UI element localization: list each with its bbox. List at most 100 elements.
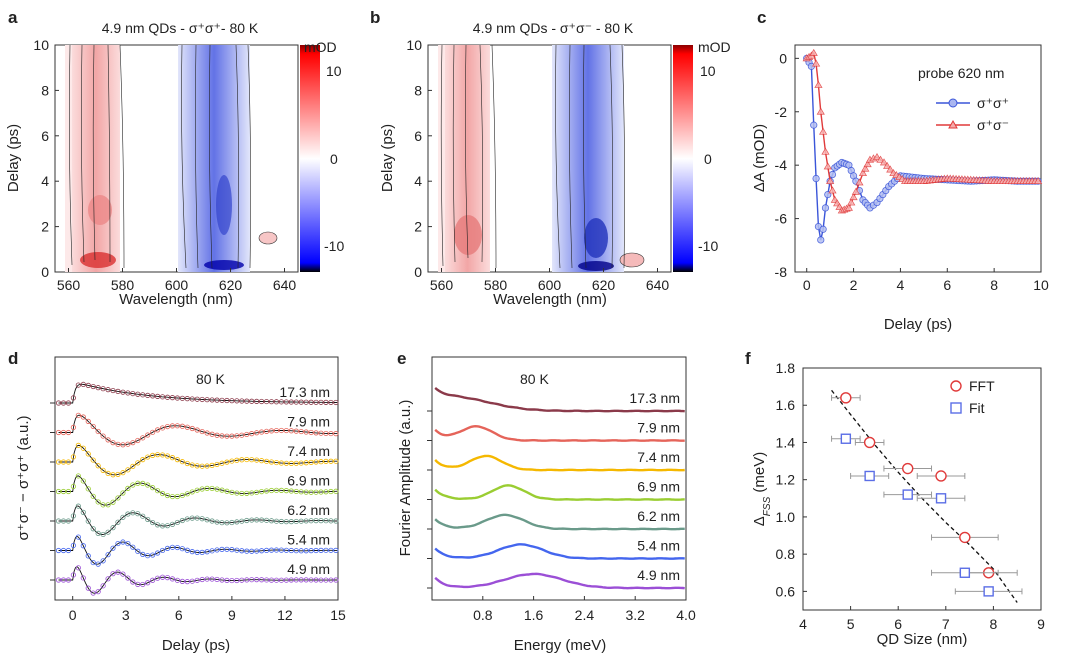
data-point: [120, 514, 126, 520]
data-point: [135, 581, 141, 587]
data-point: [85, 451, 91, 457]
data-point: [95, 589, 101, 595]
data-point: [174, 395, 180, 401]
data-point: [184, 579, 190, 585]
data-point: [293, 577, 299, 583]
x-tick-label: 12: [277, 607, 293, 623]
data-point: [60, 577, 67, 583]
data-point: [268, 428, 275, 434]
data-point: [935, 470, 947, 482]
data-point: [209, 518, 215, 524]
data-point: [283, 427, 289, 434]
data-point: [239, 548, 245, 554]
data-point: [318, 489, 324, 495]
data-point: [184, 460, 190, 467]
data-point: [154, 427, 161, 433]
data-point: [876, 155, 885, 163]
data-point: [258, 577, 265, 583]
data-point: [268, 487, 275, 494]
data-point: [100, 583, 106, 589]
data-point: [902, 462, 914, 475]
panel-c-ylabel: ΔA (mOD): [751, 124, 768, 192]
data-point: [189, 396, 195, 402]
data-point: [105, 576, 111, 582]
data-point: [983, 586, 994, 597]
data-point: [65, 577, 72, 583]
data-point: [323, 489, 329, 495]
colorbar-a-tick: 10: [326, 63, 342, 79]
data-point: [214, 461, 220, 468]
data-point: [234, 490, 240, 496]
data-point: [164, 394, 171, 400]
data-point: [249, 490, 255, 496]
data-point: [283, 547, 289, 553]
data-point: [308, 459, 314, 465]
data-point: [80, 543, 86, 549]
data-point: [65, 459, 72, 465]
data-point: [239, 398, 245, 404]
data-point: [100, 531, 106, 538]
data-point: [115, 519, 121, 525]
panel-f-xlabel: QD Size (nm): [877, 631, 968, 648]
x-tick-label: 4: [897, 277, 905, 293]
data-point: [823, 162, 832, 170]
x-tick-label: 560: [430, 277, 454, 293]
data-point: [219, 397, 225, 403]
data-point: [293, 488, 299, 495]
data-point: [154, 488, 161, 494]
y-tick-label: 4: [414, 173, 422, 189]
data-point: [209, 397, 215, 403]
x-tick-label: 3.2: [625, 607, 645, 623]
data-point: [95, 561, 101, 567]
x-tick-label: 9: [228, 607, 236, 623]
data-point: [65, 518, 72, 524]
trace-label: 4.9 nm: [637, 567, 680, 583]
data-point: [169, 395, 176, 401]
data-point: [308, 548, 314, 554]
data-point: [140, 435, 146, 441]
data-point: [204, 430, 210, 436]
data-point: [219, 487, 225, 493]
data-point: [95, 530, 101, 536]
panel-f-ylabel: ΔFSS (meV): [751, 452, 773, 526]
spectrum-line: [434, 386, 685, 413]
data-point: [308, 429, 314, 436]
trace-label: 5.4 nm: [287, 532, 330, 548]
data-point: [159, 425, 166, 431]
data-point: [268, 399, 275, 405]
x-tick-label: 1.6: [524, 607, 544, 623]
colorbar-a-unit: mOD: [304, 39, 337, 55]
data-point: [184, 396, 190, 402]
data-point: [855, 178, 864, 186]
data-point: [130, 510, 136, 516]
data-point: [847, 198, 856, 206]
data-point: [258, 429, 265, 435]
data-point: [95, 428, 101, 435]
x-tick-label: 4.0: [676, 607, 696, 623]
data-point: [263, 488, 270, 494]
data-point: [224, 459, 230, 465]
data-point: [224, 397, 230, 404]
data-point: [140, 551, 146, 558]
data-point: [249, 548, 255, 554]
data-point: [273, 487, 280, 493]
panel-d: d 80 K 17.3 nm 7.9 nm 7.4 nm 6.9 nm 6.2 nm 5.…: [8, 349, 346, 654]
data-point: [199, 576, 205, 583]
data-point: [278, 518, 284, 525]
y-tick-label: 6: [41, 128, 49, 144]
data-point: [318, 399, 324, 405]
y-tick-label: 2: [414, 219, 422, 235]
data-point: [150, 393, 156, 399]
data-point: [849, 193, 858, 201]
data-point: [323, 518, 329, 524]
data-point: [298, 399, 304, 405]
data-point: [278, 577, 284, 583]
data-point: [224, 546, 230, 552]
panel-b: b 4.9 nm QDs - σ⁺σ⁻ - 80 K mOD 10 0 -10 …: [370, 8, 731, 308]
data-point: [199, 396, 205, 403]
data-point: [249, 577, 255, 583]
data-point: [293, 518, 299, 525]
data-point: [189, 578, 195, 584]
trace-label: 5.4 nm: [637, 538, 680, 554]
data-point: [179, 492, 185, 499]
